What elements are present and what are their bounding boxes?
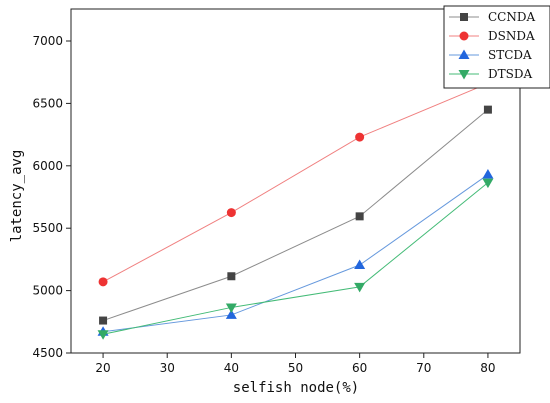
legend: CCNDA DSNDA STCDA DTSDA: [443, 5, 550, 89]
series-line-dtsda: [102, 182, 489, 335]
data-point-dtsda: [225, 303, 237, 313]
y-tick-label: 5000: [32, 284, 63, 298]
y-tick-label: 6500: [32, 96, 63, 110]
data-point-dsnda: [226, 208, 236, 218]
y-tick-label: 4500: [32, 346, 63, 360]
data-point-ccnda: [99, 316, 108, 325]
data-point-ccnda: [483, 105, 492, 114]
legend-marker-dtsda: [458, 70, 470, 80]
x-tick-label: 80: [480, 361, 495, 375]
data-point-dsnda: [98, 277, 108, 287]
data-point-dtsda: [97, 330, 109, 340]
legend-marker-dsnda: [459, 31, 469, 41]
series-ccnda: [99, 105, 492, 325]
data-point-dsnda: [355, 132, 365, 142]
y-axis-title: latency_avg: [9, 150, 25, 243]
x-tick-label: 70: [416, 361, 431, 375]
x-axis-title: selfish node(%): [233, 380, 359, 396]
series-line-stcda: [103, 174, 489, 333]
data-point-stcda: [354, 259, 366, 270]
legend-label-ccnda: CCNDA: [488, 10, 535, 24]
legend-label-dsnda: DSNDA: [488, 29, 535, 43]
series-line-ccnda: [102, 109, 489, 322]
legend-marker-stcda: [458, 49, 470, 59]
series-layer: [97, 78, 494, 340]
data-point-ccnda: [227, 272, 236, 281]
y-tick-label: 7000: [32, 34, 63, 48]
series-dsnda: [98, 78, 493, 287]
x-tick-label: 40: [224, 361, 239, 375]
data-point-ccnda: [355, 212, 364, 221]
y-tick-label: 6000: [32, 159, 63, 173]
x-tick-label: 30: [160, 361, 175, 375]
legend-marker-ccnda: [460, 13, 468, 21]
data-point-stcda: [225, 309, 237, 319]
series-line-dsnda: [102, 82, 489, 283]
data-point-dtsda: [482, 178, 494, 189]
x-tick-label: 60: [352, 361, 367, 375]
legend-label-stcda: STCDA: [488, 48, 532, 62]
axes: 20 30 40 50 60 70 80 4500 5000 5500 6000 6500 7000: [32, 8, 521, 375]
data-point-stcda: [482, 169, 494, 179]
legend-label-dtsda: DTSDA: [488, 67, 532, 81]
x-tick-label: 50: [288, 361, 303, 375]
data-point-dtsda: [354, 282, 366, 293]
y-tick-label: 5500: [32, 221, 63, 235]
series-dtsda: [97, 178, 494, 340]
x-tick-label: 20: [95, 361, 110, 375]
